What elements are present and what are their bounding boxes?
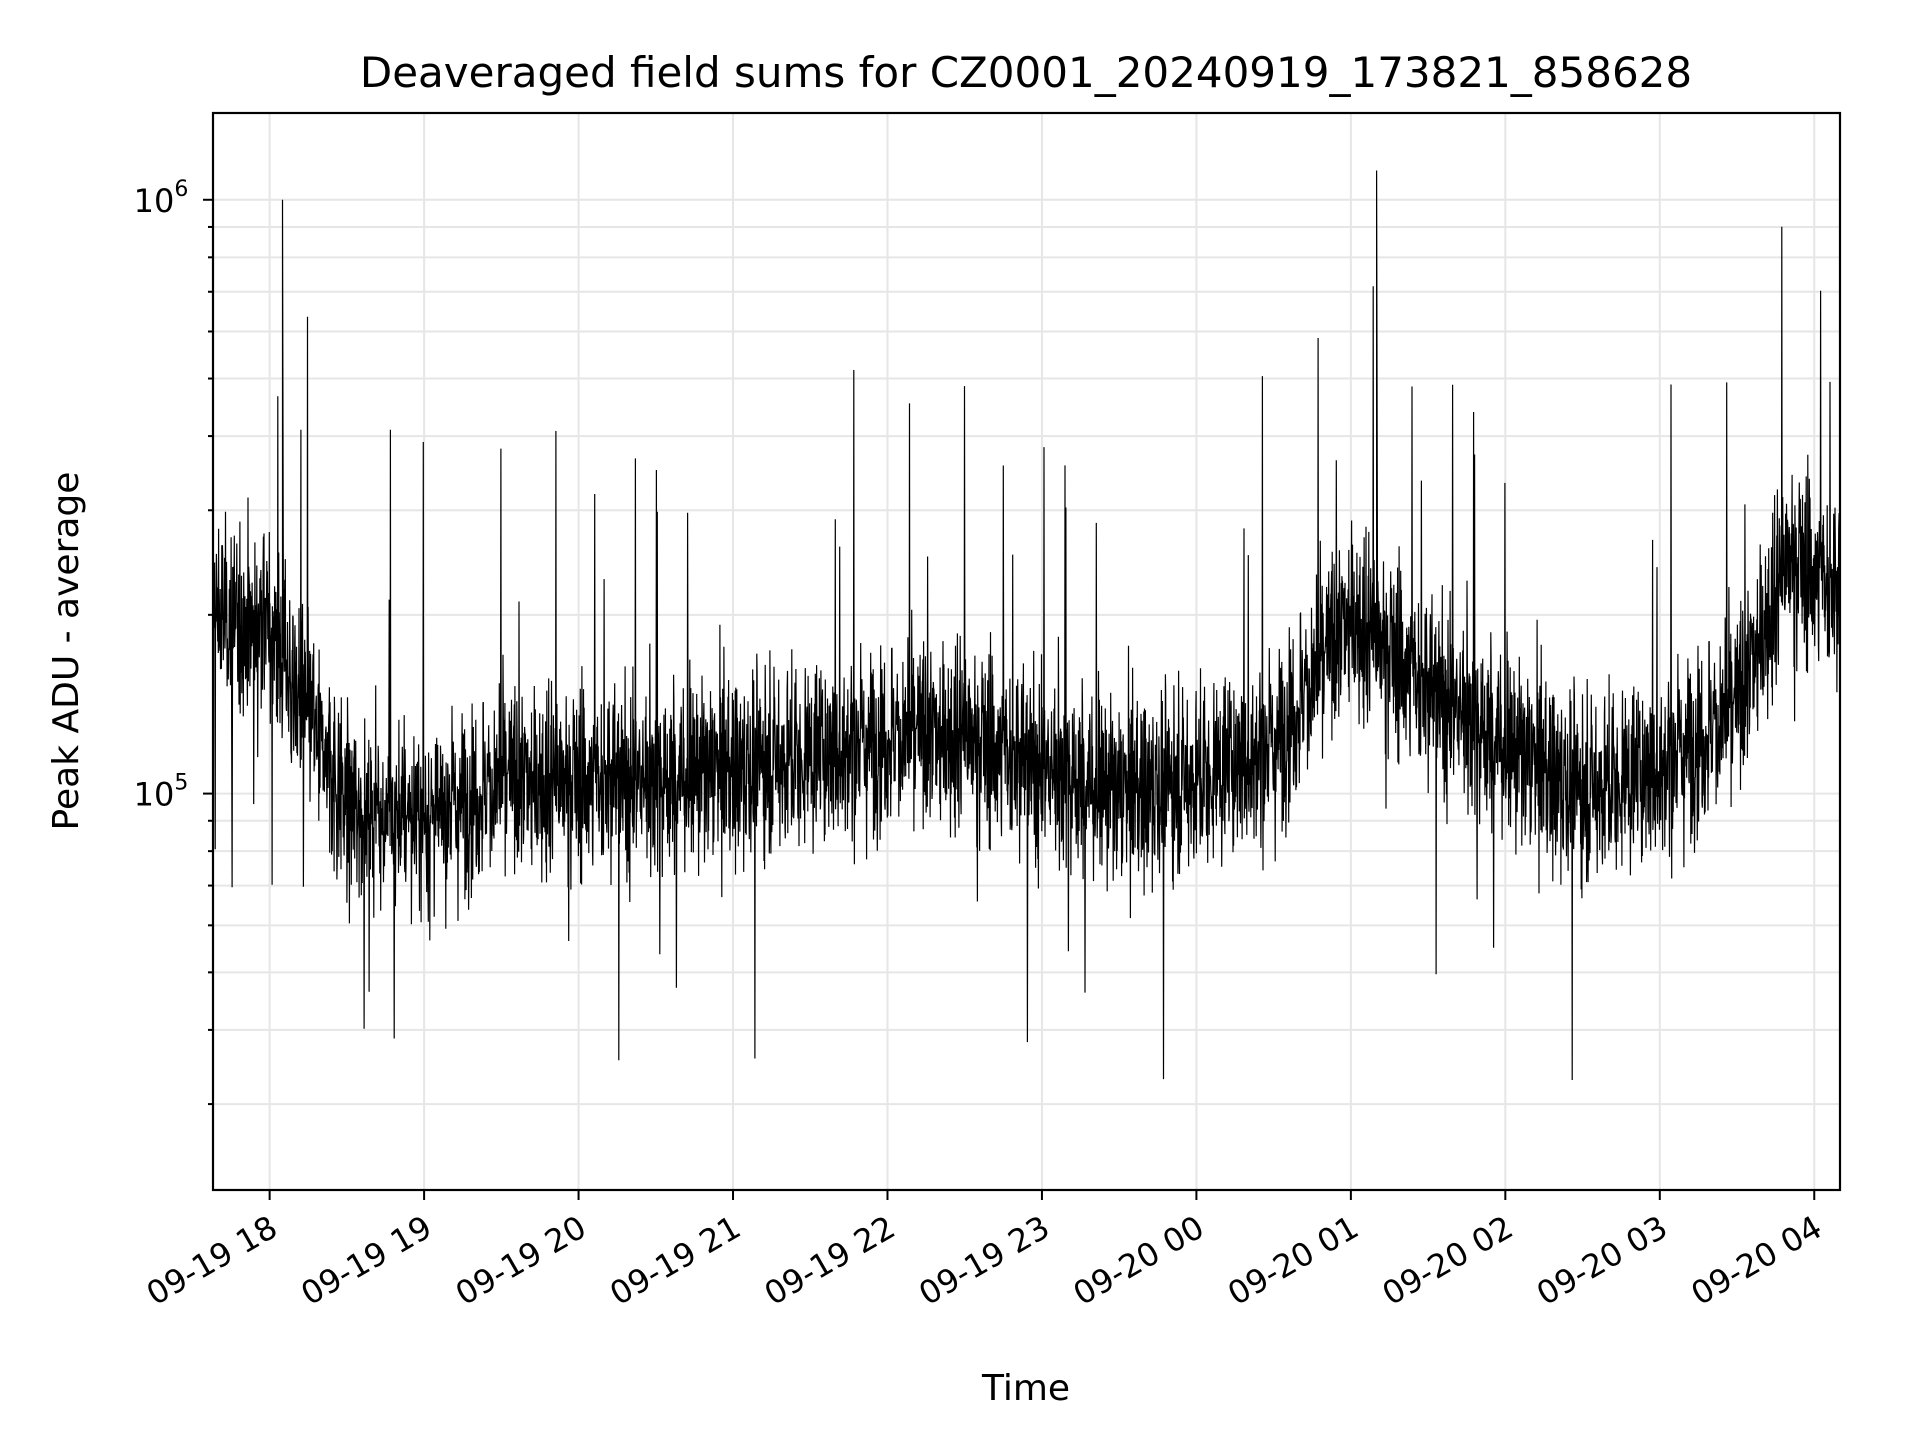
- y-tick-label: 106: [134, 177, 189, 220]
- series-line: [213, 170, 1840, 1081]
- y-axis-label: Peak ADU - average: [46, 472, 87, 831]
- y-tick-label: 105: [134, 771, 189, 814]
- axes-frame: [211, 111, 1842, 1192]
- chart-title: Deaveraged field sums for CZ0001_2024091…: [360, 48, 1692, 97]
- plot-area: [213, 170, 1840, 1081]
- x-axis-label: Time: [981, 1368, 1070, 1409]
